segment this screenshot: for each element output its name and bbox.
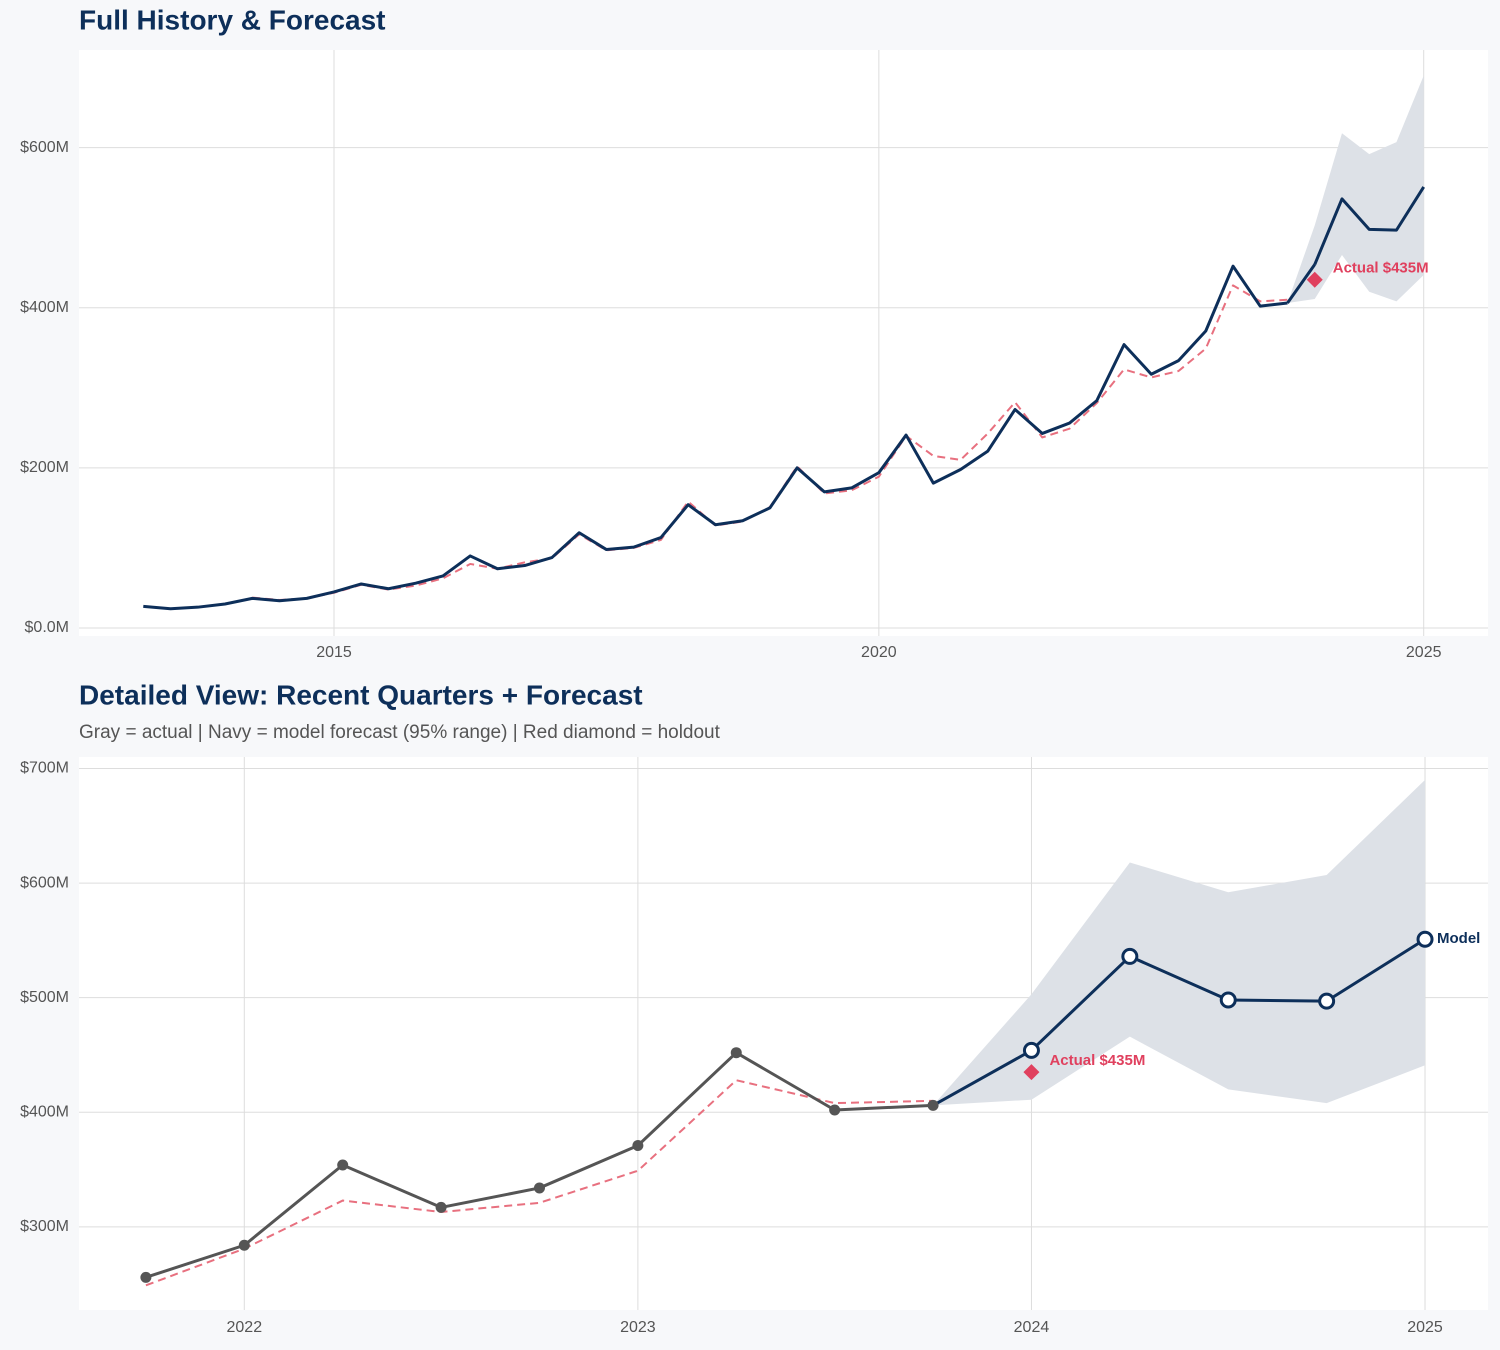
data-point	[927, 1099, 939, 1111]
chart: Detailed View: Recent Quarters + Forecas…	[20, 679, 1488, 1336]
x-tick-label: 2015	[316, 644, 352, 661]
y-tick-label: $600M	[20, 874, 69, 891]
series-line	[145, 1079, 934, 1287]
connector	[1286, 263, 1316, 304]
data-point	[1219, 991, 1237, 1009]
forecast-band	[933, 779, 1426, 1106]
data-point	[435, 1201, 447, 1213]
y-tick-label: $500M	[20, 989, 69, 1006]
data-point	[730, 1047, 742, 1059]
connector	[932, 1049, 1033, 1107]
chart-title: Detailed View: Recent Quarters + Forecas…	[79, 679, 643, 710]
holdout-marker	[1023, 1064, 1040, 1081]
y-tick-label: $0.0M	[25, 619, 69, 636]
y-tick-label: $600M	[20, 139, 69, 156]
y-tick-label: $400M	[20, 1104, 69, 1121]
x-tick-label: 2020	[861, 644, 897, 661]
holdout-label: Actual $435M	[1333, 260, 1429, 277]
holdout-label: Actual $435M	[1049, 1052, 1145, 1069]
y-tick-label: $200M	[20, 459, 69, 476]
data-point	[829, 1104, 841, 1116]
data-point	[140, 1271, 152, 1283]
data-point	[337, 1159, 349, 1171]
chart-title: Full History & Forecast	[79, 4, 386, 35]
holdout-marker	[1306, 271, 1323, 288]
y-tick-label: $400M	[20, 299, 69, 316]
data-point	[1022, 1041, 1040, 1059]
series-label: Model	[1437, 930, 1480, 947]
chart: Full History & Forecast $0.0M $200M $400M $6…	[20, 4, 1488, 661]
series-line	[143, 264, 1288, 611]
series-line	[1313, 186, 1425, 266]
data-point	[632, 1140, 644, 1152]
x-tick-label: 2025	[1406, 644, 1442, 661]
y-tick-label: $700M	[20, 760, 69, 777]
data-point	[1416, 930, 1434, 948]
chart-subtitle: Gray = actual | Navy = model forecast (9…	[79, 722, 721, 743]
x-tick-label: 2025	[1407, 1319, 1443, 1336]
x-tick-label: 2022	[227, 1319, 263, 1336]
data-point	[1318, 992, 1336, 1010]
data-point	[1121, 947, 1139, 965]
y-tick-label: $300M	[20, 1218, 69, 1235]
plot-area	[79, 50, 1488, 636]
data-point	[533, 1182, 545, 1194]
x-tick-label: 2024	[1014, 1319, 1050, 1336]
x-tick-label: 2023	[620, 1319, 656, 1336]
data-point	[238, 1239, 250, 1251]
